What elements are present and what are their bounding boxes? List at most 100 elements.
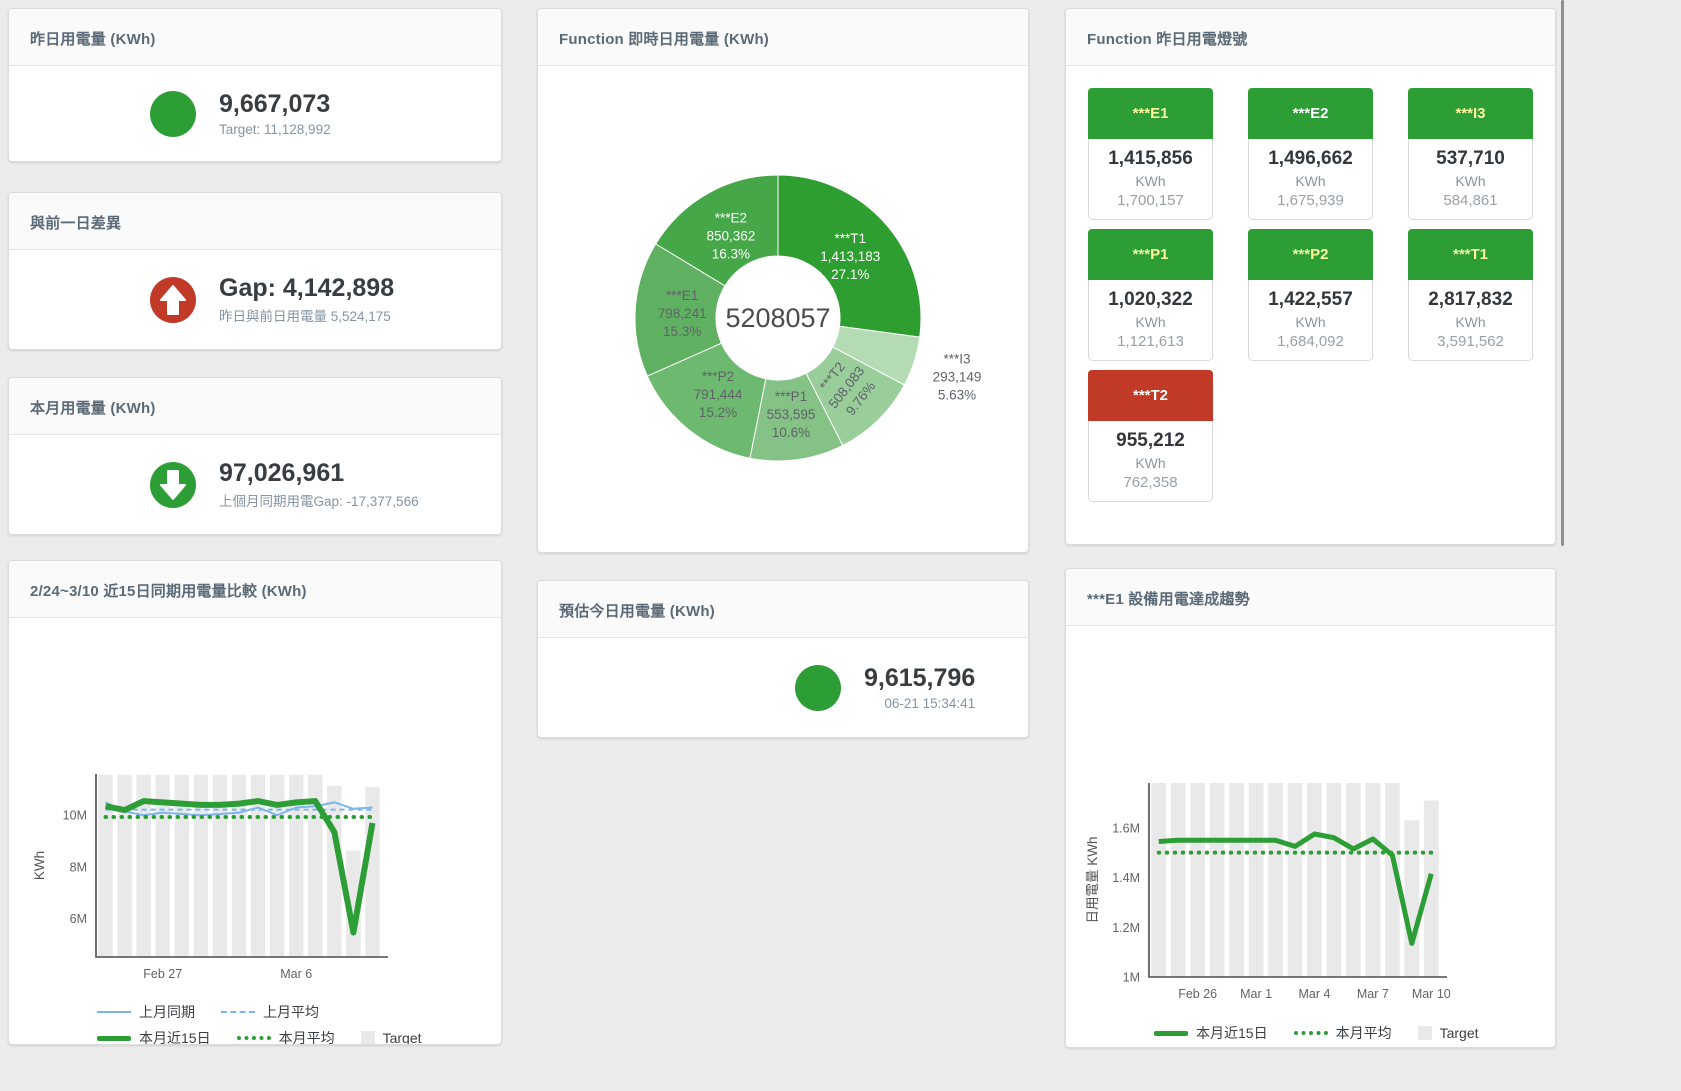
trend-chart: 1M 1.2M 1.4M 1.6M 日用電量 KWh Feb 26 Mar 1 Mar 4 Ma…: [1085, 783, 1451, 1001]
y-axis-title: 日用電量 KWh: [1085, 836, 1100, 923]
target-bar: [346, 850, 361, 957]
card-yesterday-usage: 昨日用電量 (KWh) 9,667,073 Target: 11,128,992: [8, 8, 502, 162]
target-bar: [288, 774, 304, 957]
legend-swatch-box: [1417, 1026, 1432, 1040]
target-bar: [1170, 783, 1186, 977]
light-tile-unit: KWh: [1135, 314, 1166, 330]
card-title: 預估今日用電量 (KWh): [538, 581, 1028, 638]
light-tile: ***T1 2,817,832 KWh 3,591,562: [1408, 229, 1533, 361]
light-tile-target: 1,700,157: [1117, 192, 1184, 209]
target-bar: [308, 774, 323, 957]
x-tick-label: Mar 7: [1357, 987, 1389, 1001]
target-bar: [174, 774, 190, 957]
card-compare-chart: 2/24~3/10 近15日同期用電量比較 (KWh) 6M 8M 10M KWh Fe…: [8, 560, 502, 1045]
target-bar: [1229, 783, 1244, 977]
target-bar: [117, 774, 132, 957]
right-column: Function 昨日用電燈號 ***E1 1,415,856 KWh 1,700,1…: [1065, 8, 1556, 1048]
legend-item[interactable]: Target: [1417, 1025, 1479, 1041]
light-tile-label[interactable]: ***I3: [1408, 88, 1533, 139]
target-bar: [1151, 783, 1167, 977]
legend-swatch-thick: [1154, 1030, 1188, 1036]
light-tile-label[interactable]: ***E1: [1088, 88, 1213, 139]
card-title: 與前一日差異: [9, 193, 501, 250]
y-tick-label: 1M: [1123, 971, 1140, 985]
target-bar: [98, 774, 113, 957]
legend-item[interactable]: 本月平均: [236, 1028, 335, 1044]
day-gap-value: Gap: 4,142,898: [219, 273, 395, 302]
light-tile-label[interactable]: ***E2: [1248, 88, 1373, 139]
light-tile-unit: KWh: [1135, 455, 1166, 471]
light-tile: ***E2 1,496,662 KWh 1,675,939: [1248, 88, 1373, 220]
light-tile-target: 3,591,562: [1437, 333, 1504, 350]
compare-chart-legend: 上月同期 上月平均本月近15日 本月平均 Target: [97, 1002, 429, 1045]
card-forecast: 預估今日用電量 (KWh) 9,615,796 06-21 15:34:41: [537, 580, 1029, 738]
legend-item[interactable]: 本月近15日: [1154, 1023, 1268, 1043]
donut-slice[interactable]: [655, 174, 779, 287]
legend-label: 上月同期: [139, 1004, 195, 1020]
light-tile-target: 1,121,613: [1117, 333, 1184, 350]
light-tile-unit: KWh: [1295, 173, 1326, 189]
legend-item[interactable]: 本月近15日: [97, 1028, 211, 1044]
legend-item[interactable]: 上月平均: [221, 1002, 319, 1022]
light-tile-value: 1,496,662: [1268, 148, 1353, 169]
scrollbar[interactable]: [1561, 0, 1564, 546]
lights-grid: ***E1 1,415,856 KWh 1,700,157 ***E2 1,496,662…: [1066, 66, 1555, 502]
card-title: Function 即時日用電量 (KWh): [538, 9, 1028, 66]
donut-slice-label: ***T1 1,413,183 27.1%: [820, 231, 880, 282]
compare-chart: 6M 8M 10M KWh Feb 27 Mar 6: [32, 774, 388, 981]
legend-swatch-dots: [236, 1036, 271, 1040]
light-tile-unit: KWh: [1135, 173, 1166, 189]
target-bar: [1365, 783, 1381, 977]
donut-slice-label: ***E1 798,241 15.3%: [658, 288, 707, 339]
donut-slice[interactable]: [777, 174, 922, 338]
light-tile-value: 1,020,322: [1108, 289, 1193, 310]
target-bar: [1404, 820, 1420, 977]
yesterday-usage-target: Target: 11,128,992: [219, 121, 331, 137]
light-tile-unit: KWh: [1455, 314, 1486, 330]
target-bar: [1287, 783, 1303, 977]
legend-swatch-thick: [97, 1035, 131, 1041]
series-line-本月近15日: [104, 798, 376, 936]
target-bar: [1307, 783, 1322, 977]
card-realtime-donut: Function 即時日用電量 (KWh) ***T1 1,413,183 27.1…: [537, 8, 1029, 553]
x-tick-label: Mar 1: [1240, 987, 1272, 1001]
trend-chart-legend: 本月近15日 本月平均 Target: [1154, 1023, 1486, 1043]
legend-item[interactable]: Target: [360, 1030, 422, 1045]
light-tile: ***P1 1,020,322 KWh 1,121,613: [1088, 229, 1213, 361]
target-bar: [1190, 783, 1206, 977]
card-title: 昨日用電量 (KWh): [9, 9, 501, 66]
legend-label: Target: [1439, 1025, 1479, 1041]
light-tile: ***T2 955,212 KWh 762,358: [1088, 370, 1213, 502]
green-status-circle-icon: [150, 90, 196, 137]
legend-label: 上月平均: [263, 1004, 319, 1020]
y-tick-label: 1.4M: [1112, 871, 1140, 885]
light-tile: ***E1 1,415,856 KWh 1,700,157: [1088, 88, 1213, 220]
legend-swatch-dash: [221, 1011, 255, 1013]
light-tile-value: 2,817,832: [1428, 289, 1513, 310]
light-tile-label[interactable]: ***T2: [1088, 370, 1213, 421]
y-axis-title: KWh: [32, 851, 47, 880]
card-title: ***E1 設備用電達成趨勢: [1066, 569, 1555, 626]
x-tick-label: Mar 10: [1412, 987, 1451, 1001]
legend-item[interactable]: 本月平均: [1293, 1023, 1392, 1043]
light-tile-target: 1,684,092: [1277, 333, 1344, 350]
card-month-usage: 本月用電量 (KWh) 97,026,961 上個月同期用電Gap: -17,3…: [8, 377, 502, 535]
target-bar: [365, 786, 380, 957]
up-arrow-icon: [150, 276, 196, 323]
target-bar: [193, 774, 209, 957]
target-bar: [231, 774, 247, 957]
light-tile-target: 762,358: [1123, 474, 1178, 491]
light-tile-target: 1,675,939: [1277, 192, 1344, 209]
light-tile-label[interactable]: ***T1: [1408, 229, 1533, 280]
light-tile-label[interactable]: ***P1: [1088, 229, 1213, 280]
light-tile: ***I3 537,710 KWh 584,861: [1408, 88, 1533, 220]
x-tick-label: Mar 6: [280, 967, 312, 981]
light-tile-label[interactable]: ***P2: [1248, 229, 1373, 280]
y-tick-label: 8M: [70, 860, 87, 874]
legend-item[interactable]: 上月同期: [97, 1002, 195, 1022]
chart-axes: [1148, 783, 1447, 978]
card-lights: Function 昨日用電燈號 ***E1 1,415,856 KWh 1,700,1…: [1065, 8, 1556, 545]
light-tile-value: 955,212: [1116, 430, 1185, 451]
legend-label: Target: [382, 1030, 422, 1045]
donut-slice-label: ***I3 293,149 5.63%: [933, 352, 982, 403]
